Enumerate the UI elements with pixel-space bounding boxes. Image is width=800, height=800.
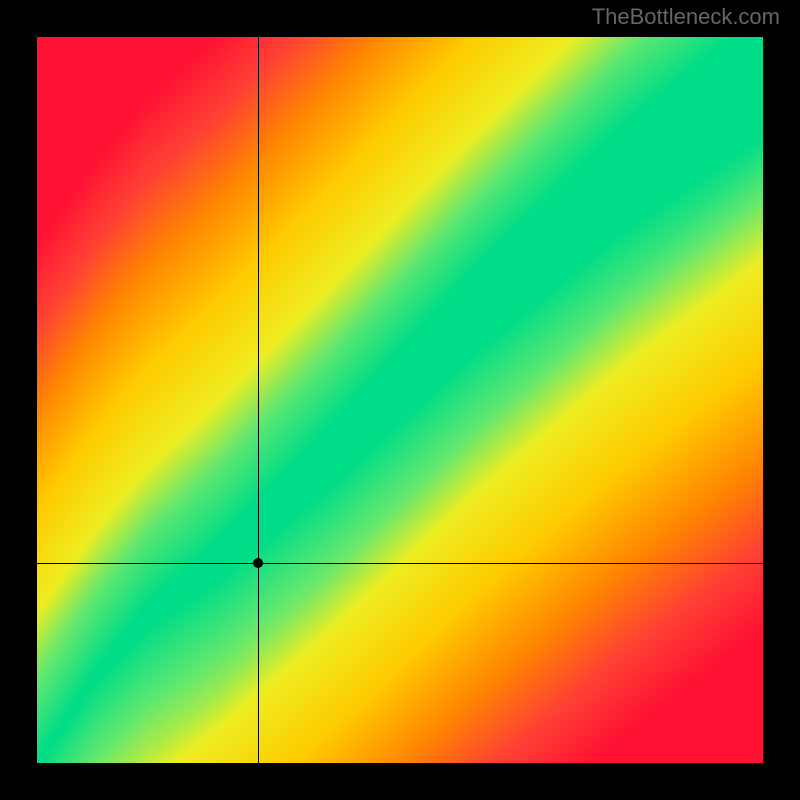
crosshair-vertical [258,37,259,763]
crosshair-horizontal [37,563,763,564]
watermark-text: TheBottleneck.com [592,4,780,30]
heatmap-canvas [37,37,763,763]
plot-area [37,37,763,763]
marker-dot [253,558,263,568]
chart-container: TheBottleneck.com [0,0,800,800]
